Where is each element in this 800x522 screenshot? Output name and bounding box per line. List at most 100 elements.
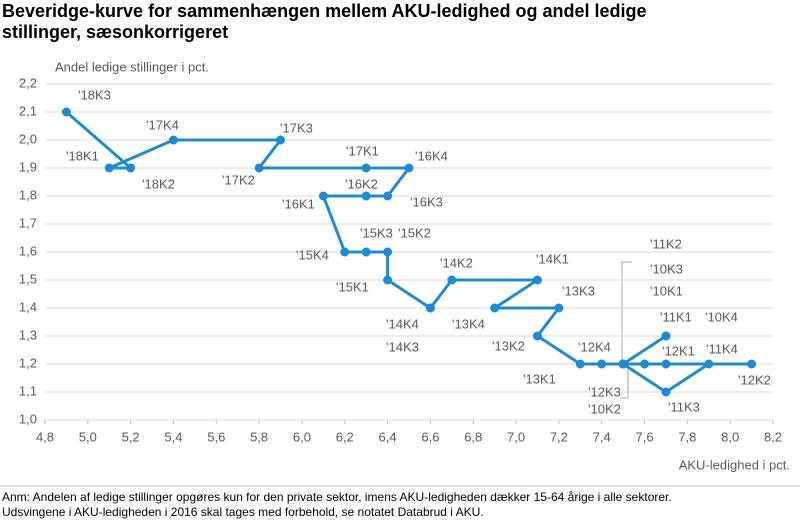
x-tick-label: 5,0 xyxy=(79,429,97,444)
leader-line xyxy=(621,261,632,362)
point-label: '15K4 xyxy=(296,247,329,262)
point-label: '16K1 xyxy=(282,196,315,211)
data-point xyxy=(383,191,393,201)
x-tick-label: 4,8 xyxy=(36,429,54,444)
y-tick-label: 1,2 xyxy=(19,355,37,370)
x-tick-label: 5,8 xyxy=(250,429,268,444)
point-label: '15K1 xyxy=(336,279,369,294)
y-tick-label: 2,1 xyxy=(19,103,37,118)
y-tick-label: 1,4 xyxy=(19,299,37,314)
x-tick-label: 6,4 xyxy=(379,429,397,444)
data-point xyxy=(640,359,650,369)
point-label: '17K2 xyxy=(222,172,255,187)
data-point xyxy=(361,163,371,173)
y-tick-label: 2,0 xyxy=(19,131,37,146)
y-tick-label: 1,1 xyxy=(19,383,37,398)
chart-title: Beveridge-kurve for sammenhængen mellem … xyxy=(2,1,646,21)
x-tick-label: 6,8 xyxy=(464,429,482,444)
point-label: '11K2 xyxy=(650,236,682,251)
point-label: '12K2 xyxy=(738,372,771,387)
y-tick-label: 2,2 xyxy=(19,75,37,90)
point-label: '14K4 xyxy=(386,316,419,331)
note: Anm: Andelen af ledige stillinger opgøre… xyxy=(2,490,672,504)
data-point xyxy=(661,331,671,341)
point-label: '18K2 xyxy=(142,176,175,191)
y-tick-label: 1,6 xyxy=(19,243,37,258)
data-point xyxy=(126,163,136,173)
point-label: '18K3 xyxy=(78,87,111,102)
data-point xyxy=(104,163,114,173)
point-label: '10K2 xyxy=(588,401,621,416)
data-point xyxy=(618,359,628,369)
x-tick-label: 7,4 xyxy=(593,429,611,444)
y-tick-label: 1,9 xyxy=(19,159,37,174)
data-point xyxy=(383,247,393,257)
point-label: '13K3 xyxy=(562,283,595,298)
point-label: '16K3 xyxy=(410,194,443,209)
data-point xyxy=(61,107,71,117)
point-label: '10K3 xyxy=(650,261,683,276)
x-tick-label: 5,2 xyxy=(122,429,140,444)
x-tick-label: 6,0 xyxy=(293,429,311,444)
point-label: '14K2 xyxy=(440,255,473,270)
y-tick-label: 1,3 xyxy=(19,327,37,342)
x-tick-label: 7,2 xyxy=(550,429,568,444)
point-label: '12K4 xyxy=(578,339,611,354)
point-label: '17K3 xyxy=(280,120,313,135)
data-point xyxy=(554,303,564,313)
point-label: '14K3 xyxy=(386,339,419,354)
point-label: '17K1 xyxy=(346,143,379,158)
point-label: '18K1 xyxy=(66,148,99,163)
note: Udsvingene i AKU-ledigheden i 2016 skal … xyxy=(2,505,484,519)
data-point xyxy=(383,275,393,285)
data-point xyxy=(747,359,757,369)
y-axis-title: Andel ledige stillinger i pct. xyxy=(55,59,209,74)
point-label: '13K4 xyxy=(452,316,485,331)
data-point xyxy=(661,387,671,397)
x-tick-label: 5,6 xyxy=(207,429,225,444)
point-label: '15K2 xyxy=(398,225,431,240)
data-point xyxy=(254,163,264,173)
data-point xyxy=(490,303,500,313)
data-point xyxy=(361,191,371,201)
data-point xyxy=(425,303,435,313)
y-tick-label: 1,7 xyxy=(19,215,37,230)
point-label: '13K2 xyxy=(492,338,525,353)
data-point xyxy=(704,359,714,369)
point-label: '13K1 xyxy=(523,371,556,386)
point-label: '14K1 xyxy=(536,251,569,266)
y-tick-label: 1,5 xyxy=(19,271,37,286)
point-label: '11K4 xyxy=(706,341,738,356)
point-label: '16K2 xyxy=(345,176,378,191)
point-label: '11K1 xyxy=(660,309,692,324)
y-tick-label: 1,8 xyxy=(19,187,37,202)
x-tick-label: 6,2 xyxy=(336,429,354,444)
data-point xyxy=(532,275,542,285)
data-point xyxy=(168,135,178,145)
point-label: '10K1 xyxy=(650,283,683,298)
data-point xyxy=(532,331,542,341)
x-tick-label: 5,4 xyxy=(164,429,182,444)
point-label: '15K3 xyxy=(360,225,393,240)
data-point xyxy=(318,191,328,201)
y-tick-label: 1,0 xyxy=(19,411,37,426)
data-point xyxy=(661,359,671,369)
x-tick-label: 7,0 xyxy=(507,429,525,444)
x-axis-title: AKU-ledighed i pct. xyxy=(679,457,790,472)
leader-line xyxy=(620,370,629,399)
data-point xyxy=(575,359,585,369)
point-label: '10K4 xyxy=(705,309,738,324)
data-point xyxy=(361,247,371,257)
chart-title: stillinger, sæsonkorrigeret xyxy=(2,22,228,42)
point-label: '12K1 xyxy=(662,343,695,358)
data-point xyxy=(447,275,457,285)
data-point xyxy=(340,247,350,257)
data-point xyxy=(597,359,607,369)
x-tick-label: 8,2 xyxy=(764,429,782,444)
point-label: '12K3 xyxy=(588,384,621,399)
point-label: '11K3 xyxy=(668,399,700,414)
point-label: '17K4 xyxy=(146,117,179,132)
x-tick-label: 7,6 xyxy=(635,429,653,444)
data-point xyxy=(276,135,286,145)
